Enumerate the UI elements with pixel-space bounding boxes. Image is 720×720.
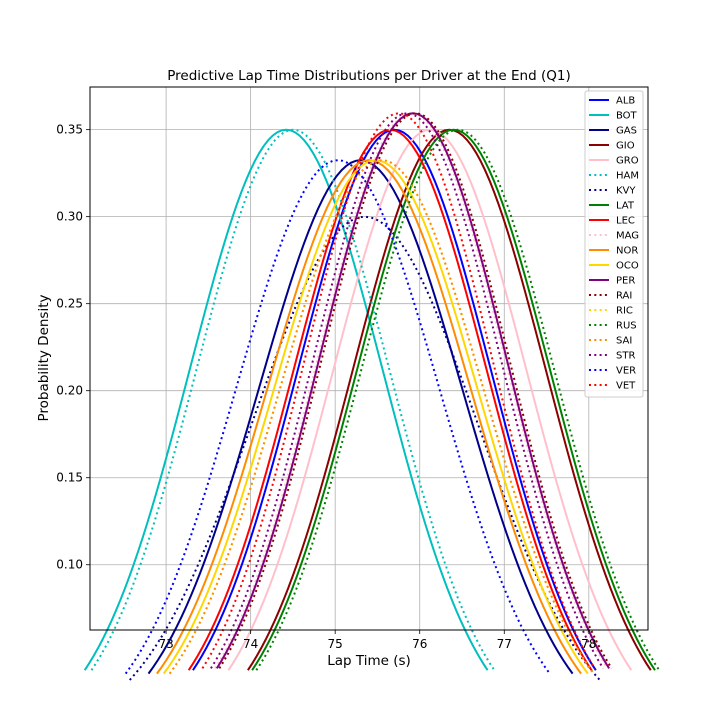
axis-ticks: 73 74 75 76 77 78 0.10 0.15 0.20 0.25 0.30 0.35 xyxy=(56,123,596,651)
x-tick-label-78: 78 xyxy=(581,637,596,651)
legend-label-mag: MAG xyxy=(616,231,639,242)
legend-label-str: STR xyxy=(616,351,635,362)
legend-label-nor: NOR xyxy=(616,246,638,257)
legend-label-ver: VER xyxy=(616,366,636,377)
series-line-mag xyxy=(214,112,609,669)
legend-label-oco: OCO xyxy=(616,261,639,272)
series-line-ham xyxy=(90,128,496,671)
series-line-rai xyxy=(218,112,613,669)
y-tick-label-0-10: 0.10 xyxy=(56,558,83,572)
series-line-sai xyxy=(168,159,595,675)
legend-label-sai: SAI xyxy=(616,336,632,347)
legend-label-rai: RAI xyxy=(616,291,632,302)
x-tick-label-77: 77 xyxy=(497,637,512,651)
x-tick-label-73: 73 xyxy=(158,637,173,651)
x-tick-label-75: 75 xyxy=(328,637,343,651)
series-line-rus xyxy=(255,128,661,671)
x-tick-label-76: 76 xyxy=(412,637,427,651)
series-line-vet xyxy=(201,112,596,669)
density-curves xyxy=(83,112,661,681)
y-tick-label-0-20: 0.20 xyxy=(56,384,83,398)
series-line-nor xyxy=(156,159,582,675)
legend-label-ham: HAM xyxy=(616,171,639,182)
series-line-ver xyxy=(124,159,551,675)
y-axis-label: Probability Density xyxy=(36,295,52,422)
x-tick-label-74: 74 xyxy=(243,637,258,651)
legend-label-alb: ALB xyxy=(616,96,635,107)
legend-label-kvy: KVY xyxy=(616,186,636,197)
legend-label-lec: LEC xyxy=(616,216,635,227)
legend: ALB BOT GAS GIO GRO HAM KVY LAT LEC MAG NOR OCO PER R… xyxy=(584,90,644,398)
legend-label-gio: GIO xyxy=(616,141,635,152)
series-line-kvy xyxy=(129,215,601,681)
legend-label-gro: GRO xyxy=(616,156,639,167)
series-line-gro xyxy=(227,128,633,671)
y-tick-label-0-30: 0.30 xyxy=(56,210,83,224)
y-tick-label-0-35: 0.35 xyxy=(56,123,83,137)
chart-title: Predictive Lap Time Distributions per Dr… xyxy=(167,68,570,84)
series-line-lat xyxy=(251,128,656,671)
legend-label-vet: VET xyxy=(616,381,636,392)
series-line-str xyxy=(210,112,605,669)
legend-label-rus: RUS xyxy=(616,321,637,332)
legend-label-per: PER xyxy=(616,276,635,287)
series-line-bot xyxy=(83,128,489,671)
legend-label-bot: BOT xyxy=(616,111,638,122)
legend-label-lat: LAT xyxy=(616,201,635,212)
legend-label-gas: GAS xyxy=(616,126,637,137)
y-tick-label-0-25: 0.25 xyxy=(56,297,83,311)
x-axis-label: Lap Time (s) xyxy=(327,653,411,669)
legend-label-ric: RIC xyxy=(616,306,633,317)
plot-area-frame xyxy=(89,86,649,631)
series-line-gas xyxy=(147,159,574,675)
y-tick-label-0-15: 0.15 xyxy=(56,471,83,485)
legend-frame xyxy=(584,90,644,398)
